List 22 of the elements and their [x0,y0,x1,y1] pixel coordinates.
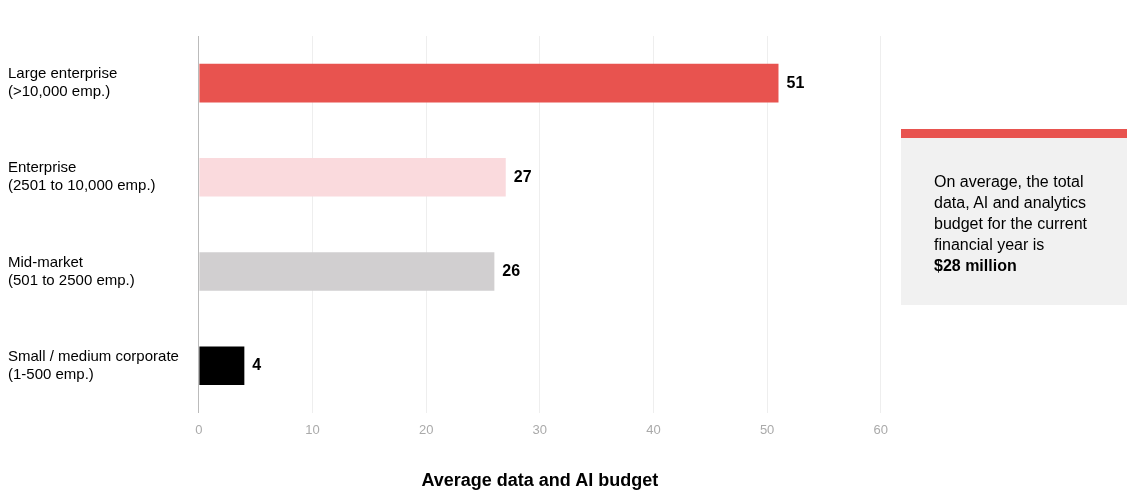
x-tick-label: 0 [195,422,203,438]
x-tick-label: 30 [532,422,548,438]
x-tick-label: 60 [873,422,888,438]
text: $28 million [934,256,1018,276]
x-axis-title: Average data and AI budget [421,470,659,491]
y-tick-label: Enterprise (2501 to 10,000 emp.) [8,158,156,194]
y-tick-label: Small / medium corporate (1-500 emp.) [8,346,179,382]
x-tick-label: 40 [646,422,661,438]
data-label: 51 [786,73,805,91]
y-tick-label: Mid-market (501 to 2500 emp.) [8,252,135,288]
bar [199,252,495,291]
x-tick-label: 50 [759,422,775,438]
x-tick-label: 20 [418,422,434,438]
data-label: 26 [502,261,521,279]
y-tick-label: Large enterprise (>10,000 emp.) [8,64,118,100]
x-tick-label: 10 [305,422,320,438]
data-label: 27 [513,167,532,185]
text: On average, the total data, AI and analytics budget for the current financial year is [934,172,1088,255]
bar [199,346,245,386]
bar [199,157,506,197]
bar [199,63,779,103]
data-label: 4 [252,356,262,374]
